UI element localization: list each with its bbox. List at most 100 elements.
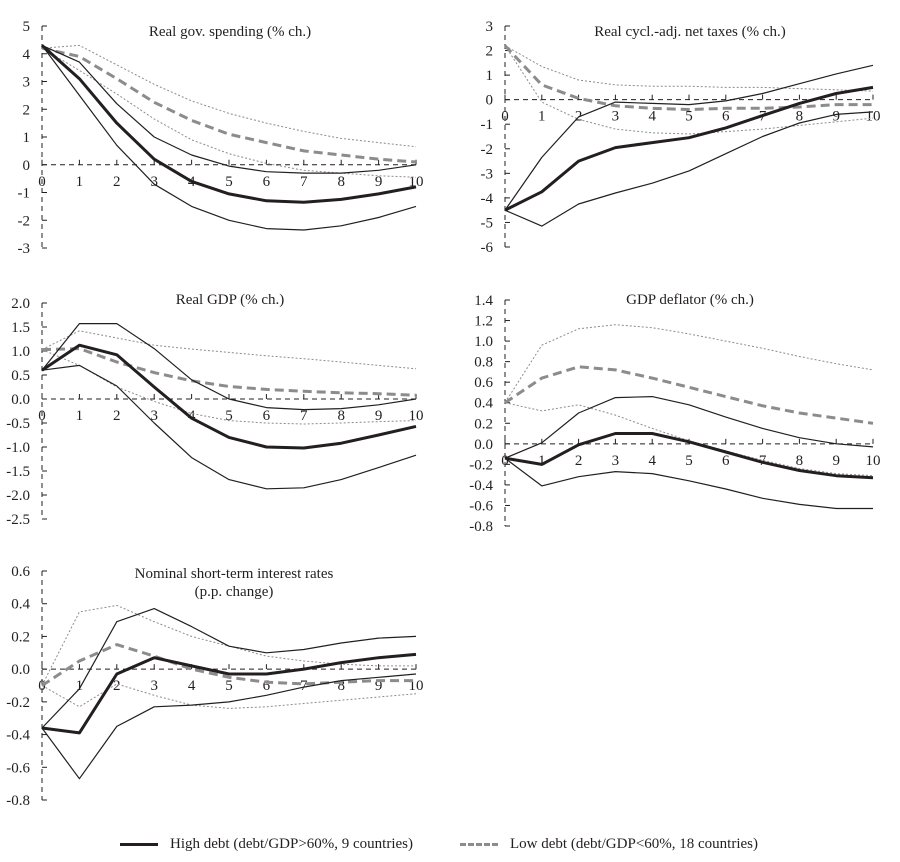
y-tick-label: -0.8	[469, 519, 493, 535]
y-tick-label: -4	[481, 191, 494, 207]
series-line-high-central	[504, 85, 874, 212]
y-tick-label: -6	[481, 240, 494, 256]
y-tick-label: -1.5	[6, 464, 30, 480]
series-line-high-upper	[504, 396, 874, 459]
chart-title: Real GDP (% ch.)	[176, 292, 285, 308]
x-tick-label: 10	[409, 408, 424, 424]
y-tick-label: 0.0	[11, 662, 30, 678]
series-line-low-lower	[41, 47, 417, 178]
y-tick-label: -5	[481, 215, 494, 231]
y-tick-label: 1.5	[11, 320, 30, 336]
y-tick-label: -1	[481, 117, 494, 133]
y-tick-label: -2	[481, 142, 494, 158]
chart-panel-5: 0.6 0.4 0.2 0.0 -0.2 -0.4 -0.6 -0.8 0 1 2 3 4 5 6 7 8 9 10…	[6, 564, 423, 809]
y-tick-label: -0.6	[6, 760, 30, 776]
y-tick-label: 0.6	[11, 564, 30, 580]
y-tick-label: -0.8	[6, 793, 30, 809]
y-tick-label: 1.0	[474, 334, 493, 350]
x-tick-label: 0	[38, 408, 46, 424]
x-tick-label: 8	[796, 453, 804, 469]
x-tick-label: 1	[538, 109, 546, 125]
y-tick-label: 0.2	[474, 416, 493, 432]
y-tick-label: 3	[23, 75, 31, 91]
y-tick-label: 0.2	[11, 629, 30, 645]
x-tick-label: 8	[796, 109, 804, 125]
y-tick-label: -0.2	[469, 457, 493, 473]
y-tick-label: -3	[481, 166, 494, 182]
y-tick-label: 2.0	[11, 296, 30, 312]
y-tick-label: 1.2	[474, 314, 493, 330]
series-line-high-central	[41, 44, 417, 204]
y-tick-label: 0.4	[474, 396, 493, 412]
y-tick-label: 1.4	[474, 293, 493, 309]
x-tick-label: 6	[263, 678, 271, 694]
x-tick-label: 5	[685, 109, 693, 125]
x-tick-label: 8	[337, 678, 345, 694]
series-line-low-central	[503, 44, 873, 111]
x-tick-label: 6	[722, 453, 730, 469]
legend-label-high-debt: High debt (debt/GDP>60%, 9 countries)	[170, 836, 414, 852]
series-line-low-central	[41, 643, 416, 687]
y-tick-label: 2	[23, 102, 31, 118]
y-tick-label: -1.0	[6, 440, 30, 456]
y-tick-label: 0.0	[11, 392, 30, 408]
x-tick-label: 2	[113, 408, 121, 424]
series-line-high-upper	[41, 607, 417, 729]
x-tick-label: 5	[225, 408, 233, 424]
series-line-high-lower	[504, 457, 873, 510]
y-tick-label: -0.2	[6, 695, 30, 711]
y-tick-label: 1.0	[11, 344, 30, 360]
x-tick-label: 3	[612, 453, 620, 469]
series-line-low-central	[41, 46, 417, 164]
y-tick-label: 3	[486, 19, 494, 35]
y-tick-label: 4	[23, 47, 31, 63]
x-tick-label: 10	[409, 174, 424, 190]
y-tick-label: -2	[18, 213, 31, 229]
x-tick-label: 7	[300, 408, 308, 424]
series-line-high-upper	[41, 323, 417, 411]
y-tick-label: -2.5	[6, 512, 30, 528]
x-tick-label: 0	[501, 453, 509, 469]
series-line-low-upper	[41, 330, 417, 370]
series-line-high-lower	[41, 673, 417, 780]
x-tick-label: 7	[300, 174, 308, 190]
legend-item-low-debt: Low debt (debt/GDP<60%, 18 countries)	[460, 836, 758, 853]
x-tick-label: 3	[150, 408, 158, 424]
series-line-high-lower	[41, 364, 417, 490]
series-line-low-lower	[504, 402, 874, 477]
chart-panel-3: 2.0 1.5 1.0 0.5 0.0 -0.5 -1.0 -1.5 -2.0 -2.5 0 1 2 3 4…	[6, 292, 423, 528]
y-tick-label: 0	[486, 93, 494, 109]
y-tick-label: 5	[23, 19, 31, 35]
y-tick-label: -3	[18, 241, 31, 257]
y-tick-label: -0.6	[469, 498, 493, 514]
series-line-low-upper	[504, 45, 874, 92]
x-tick-label: 1	[76, 678, 84, 694]
legend-item-high-debt: High debt (debt/GDP>60%, 9 countries)	[120, 836, 413, 853]
x-tick-label: 8	[337, 408, 345, 424]
x-tick-label: 6	[263, 174, 271, 190]
legend-swatch-solid	[120, 843, 158, 846]
series-line-low-central	[504, 365, 874, 425]
x-tick-label: 3	[612, 109, 620, 125]
series-line-high-upper	[504, 64, 874, 211]
x-tick-label: 6	[722, 109, 730, 125]
x-tick-label: 4	[648, 109, 656, 125]
legend-swatch-dashed	[460, 843, 498, 846]
series-line-high-upper	[41, 44, 417, 174]
x-tick-label: 2	[113, 174, 121, 190]
x-tick-label: 4	[188, 408, 196, 424]
legend: High debt (debt/GDP>60%, 9 countries) Lo…	[0, 836, 900, 862]
x-tick-label: 2	[575, 453, 583, 469]
series-line-high-lower	[41, 45, 417, 231]
y-tick-label: 0.6	[474, 375, 493, 391]
series-line-high-central	[41, 652, 417, 735]
x-tick-label: 0	[501, 109, 509, 125]
y-tick-label: -2.0	[6, 488, 30, 504]
y-tick-label: 1	[23, 130, 31, 146]
chart-title: Real gov. spending (% ch.)	[149, 24, 311, 40]
x-tick-label: 3	[150, 678, 158, 694]
series-line-high-central	[41, 343, 417, 450]
x-tick-label: 6	[263, 408, 271, 424]
x-tick-label: 0	[38, 174, 46, 190]
x-tick-label: 10	[409, 678, 424, 694]
